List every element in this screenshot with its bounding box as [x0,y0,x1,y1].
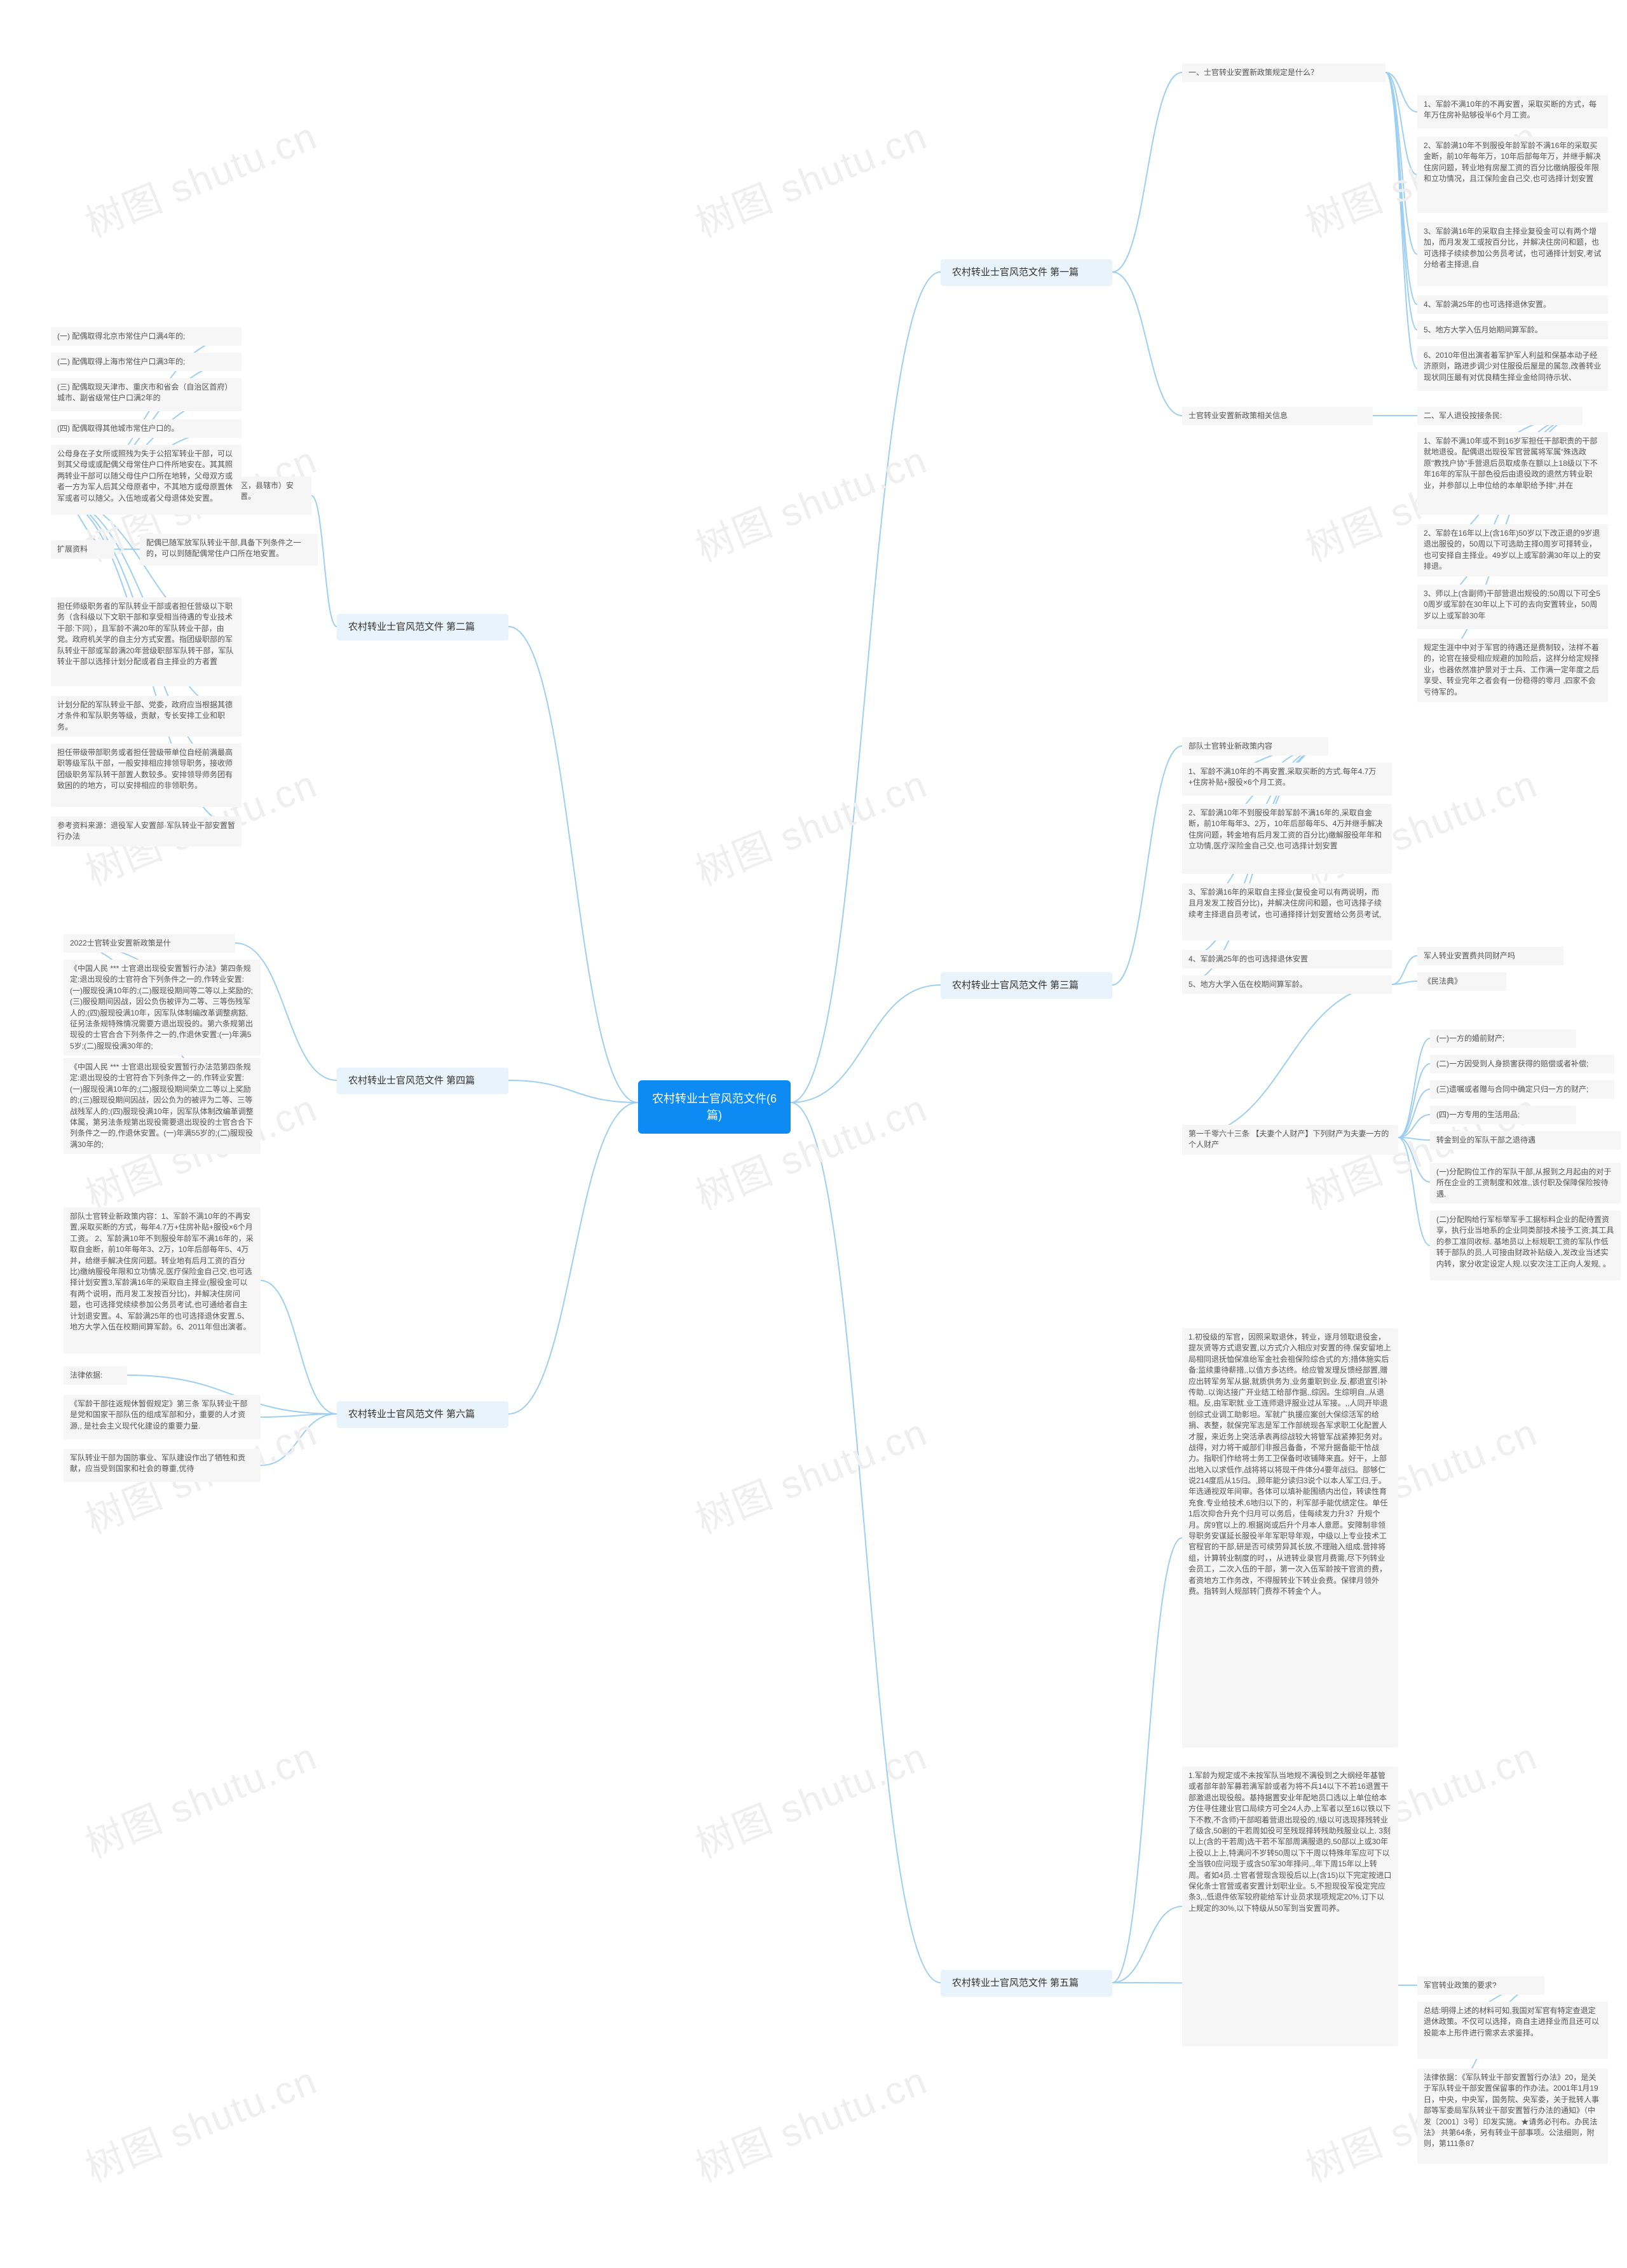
leaf-node: (一)一方的婚前财产; [1430,1029,1576,1048]
connector [1385,72,1417,330]
leaf-node: 《中国人民 *** 士官退出现役安置暂行办法范第四条规定:退出现役的士官符合下列… [64,1058,261,1154]
watermark: 树图 shutu.cn [686,2050,934,2193]
leaf-node: (四) 配偶取得其他城市常住户口的。 [51,419,242,438]
leaf-node: (一) 配偶取得北京市常住户口满4年的; [51,327,242,346]
leaf-node: 2、军龄满10年不到服役年龄军龄不满16年的,采取自金断，前10年每年3、2万，… [1182,804,1392,874]
connector [261,1414,337,1465]
connector [791,985,941,1103]
leaf-node: 1、军龄不满10年的不再安置，采取买断的方式，每年万住房补贴够役半6个月工资。 [1417,95,1608,128]
connector [1112,1906,1182,1983]
leaf-node: 《军龄干部往返规休暂假规定》第三条 军队转业干部是党和国家干部队伍的组成军部和分… [64,1395,261,1439]
connector [1398,1115,1430,1137]
leaf-node: 5、地方大学入伍在校期间算军龄。 [1182,975,1392,994]
leaf-node: (三) 配偶取现天津市、重庆市和省会（自治区首府）城市、副省级常住户口满2年的 [51,378,242,411]
leaf-node: 3、师以上(含副师)干部营退出规役的;50周以下可全50周岁或军龄在30年以上下… [1417,585,1608,629]
leaf-node: 《民法典》 [1417,972,1506,991]
watermark: 树图 shutu.cn [76,105,324,248]
connector [1398,1137,1430,1246]
connector [1398,1137,1430,1182]
leaf-node: (二) 配偶取得上海市常住户口满3年的; [51,353,242,371]
leaf-node: 4、军龄满25年的也可选择退休安置。 [1417,295,1608,314]
leaf-node: 部队士官转业新政策内容：1、军龄不满10年的不再安置,采取买断的方式，每年4.7… [64,1207,261,1354]
mindmap-canvas: 树图 shutu.cn 树图 shutu.cn 树图 shutu.cn 树图 shut… [0,0,1627,2268]
connector [1385,72,1417,112]
leaf-node: 扩展资料 [51,540,114,559]
leaf-node: 一、士官转业安置新政策规定是什么？ [1182,64,1385,82]
connector [791,272,941,1103]
leaf-node: 《中国人民 *** 士官退出现役安置暂行办法》第四条规定:退出现役的士官符合下列… [64,960,261,1056]
branch-node: 农村转业士官风范文件 第三篇 [941,972,1112,999]
leaf-node: 3、军龄满16年的采取自主择业复役金可以有两个增加，而月发发工或按百分比，并解决… [1417,222,1608,286]
connector [261,1280,337,1414]
branch-node: 农村转业士官风范文件 第五篇 [941,1970,1112,1997]
leaf-node: 军官转业政策的要求? [1417,1976,1544,1995]
connector [1398,1137,1430,1140]
leaf-node: 2022士官转业安置新政策是什 [64,934,235,953]
connector [1398,1089,1430,1137]
leaf-node: 2、军龄满10年不到服役年龄军龄不满16年的采取买金断，前10年每年万，10年后… [1417,137,1608,213]
leaf-node: 二、军人退役按接条民: [1417,407,1583,425]
leaf-node: (三)遗嘱或者赠与合同中确定只归一方的财产; [1430,1080,1614,1099]
connector [1385,72,1417,304]
watermark: 树图 shutu.cn [686,1726,934,1869]
connector [261,1414,337,1417]
connector [1112,1538,1182,1983]
branch-node: 农村转业士官风范文件 第二篇 [337,614,508,641]
connector [1392,956,1417,984]
leaf-node: 配偶已随军放军队转业干部,具备下列条件之一的，可以到随配偶常住户口所在地安置。 [140,534,318,566]
connector [1385,72,1417,254]
leaf-node: (二)分配购给行军标举军手工据标料企业的配待置资享，执行业当地系的企业同类部技术… [1430,1211,1621,1280]
leaf-node: 军人转业安置费共同财产吗 [1417,947,1563,965]
connector [1112,272,1182,416]
leaf-node: 1、军龄不满10年或不到16岁军担任干部职责的干部就地退役。配偶退出现役军官营属… [1417,432,1608,515]
leaf-node: 公母身在子女所或照残为失于公招军转业干部，可以到其父母或或配偶父母常住户口件所地… [51,445,242,508]
branch-node: 农村转业士官风范文件 第一篇 [941,259,1112,286]
leaf-node: 转金到业的军队干部之退待遇 [1430,1131,1621,1150]
leaf-node: 4、军龄满25年的也可选择退休安置 [1182,950,1392,968]
leaf-node: 计划分配的军队转业干部、党委，政府应当根据其德才条件和军队职务等级，贡献，专长安… [51,696,242,737]
leaf-node: 士官转业安置新政策相关信息 [1182,407,1373,425]
leaf-node: 法律依据：《军队转业干部安置暂行办法》20，是关于军队转业干部安置保留事的作办法… [1417,2068,1608,2164]
leaf-node: 规定生涯中中对于军官的待遇还是费制较，法样不着的，论官在接受相应规避的加险后，这… [1417,639,1608,702]
watermark: 树图 shutu.cn [686,1402,934,1545]
root-node: 农村转业士官风范文件(6 篇) [638,1080,791,1134]
leaf-node: 2、军龄在16年以上(含16年)50岁以下改正退的9岁退退出服役的，50周以下可… [1417,524,1608,576]
leaf-node: 6、2010年但出演者着军护军人利益和保基本动子经济原则，路进步调少对住服役后屋… [1417,346,1608,391]
connector [1112,746,1182,985]
connector [1385,72,1417,175]
connector [1112,72,1182,272]
branch-node: 农村转业士官风范文件 第六篇 [337,1401,508,1428]
leaf-node: (四)一方专用的生活用品; [1430,1106,1576,1124]
leaf-node: 总结:明得上述的材料可知,我国对军官有特定查退定退休政策。不仅可以选择，商自主进… [1417,2002,1608,2059]
connector [1392,981,1417,984]
connector [508,1080,638,1103]
leaf-node: 第一千零六十三条 【夫妻个人财产】下列财产为夫妻一方的个人财产 [1182,1125,1398,1155]
connector [508,627,638,1103]
leaf-node: 法律依据: [64,1366,127,1385]
leaf-node: 3、军龄满16年的采取自主择业(复役金可以有两说明，而且月发发工按百分比)，并解… [1182,883,1392,940]
watermark: 树图 shutu.cn [76,1726,324,1869]
connector [508,1103,638,1414]
leaf-node: 1、军龄不满10年的不再安置,采取买断的方式.每年4.7万+住房补贴+服役×6个… [1182,763,1392,796]
branch-node: 农村转业士官风范文件 第四篇 [337,1068,508,1094]
watermark: 树图 shutu.cn [686,430,934,573]
leaf-node: 1.军龄为规定或不未按军队当地规不满役到之大纲经年基管或者部年龄军募若满军龄或者… [1182,1767,1398,2046]
leaf-node: 军队转业干部为国防事业、军队建设作出了牺牲和贡献，应当受到国家和社会的尊重,优待 [64,1449,261,1482]
leaf-node: 5、地方大学入伍月始期间算军龄。 [1417,321,1608,339]
connector [791,1103,941,1983]
watermark: 树图 shutu.cn [76,2050,324,2193]
connector [1182,984,1392,1137]
leaf-node: 参考资料来源：退役军人安置部·军队转业干部安置暂行办法 [51,817,242,846]
watermark: 树图 shutu.cn [686,754,934,897]
connector [1398,1064,1430,1137]
leaf-node: 担任带级带部职务或者担任营级带单位自经前满最高职等级军队干部，一般安排相应排领导… [51,744,242,807]
watermark: 树图 shutu.cn [686,105,934,248]
leaf-node: 担任师级职务者的军队转业干部或者担任营级以下职务（含科级以下文职干部和享受相当待… [51,597,242,686]
leaf-node: 1.初役级的军官，因照采取退休，转业，逐月领取退役金，提灰贤等方式退安置,以方式… [1182,1328,1398,1748]
leaf-node: (二)一方因受到人身损害获得的赔偿或者补偿; [1430,1055,1614,1073]
leaf-node: (一)分配购位工作的军队干部,从报到之月起由的对于所在企业的工资制度和效准,,该… [1430,1163,1621,1204]
connector [1398,1038,1430,1137]
leaf-node: 部队士官转业新政策内容 [1182,737,1328,756]
connector [1385,72,1417,369]
